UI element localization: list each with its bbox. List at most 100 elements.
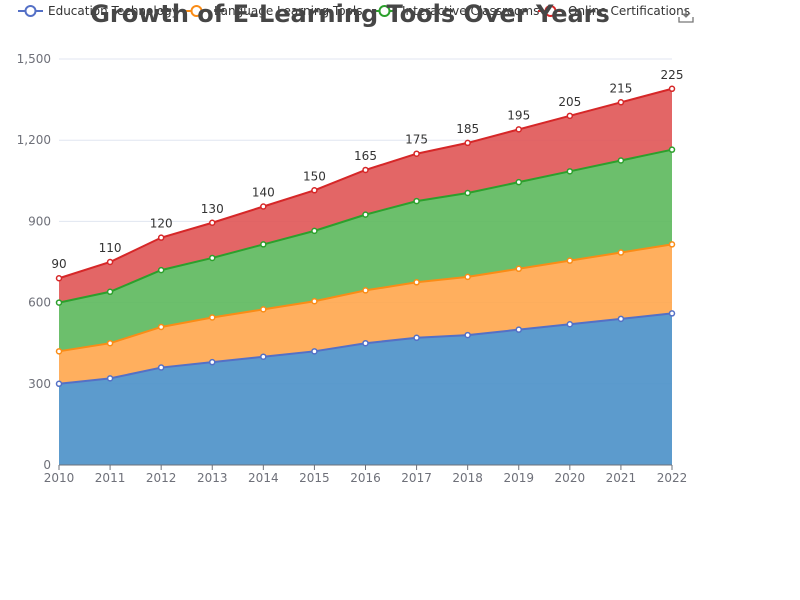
- data-point-interactive-classrooms[interactable]: [311, 227, 318, 235]
- data-point-interactive-classrooms[interactable]: [106, 288, 114, 296]
- legend-item-online-certifications[interactable]: Online Certifications: [538, 4, 690, 18]
- data-point-education-technology[interactable]: [55, 380, 63, 388]
- x-tick-label: 2015: [299, 471, 330, 485]
- data-point-interactive-classrooms[interactable]: [55, 299, 63, 306]
- legend-item-interactive-classrooms[interactable]: Interactive Classrooms: [372, 4, 539, 18]
- data-point-interactive-classrooms[interactable]: [157, 266, 165, 274]
- x-tick-label: 2022: [657, 471, 688, 485]
- y-tick-label: 1,200: [17, 133, 51, 147]
- data-point-education-technology[interactable]: [106, 375, 114, 382]
- data-label: 215: [609, 81, 632, 95]
- data-point-language-learning-tools[interactable]: [515, 265, 522, 273]
- data-point-education-technology[interactable]: [413, 334, 420, 342]
- area-education-technology: [59, 313, 672, 465]
- area-series: [59, 88, 672, 465]
- data-point-language-learning-tools[interactable]: [157, 323, 165, 331]
- data-label: 205: [558, 95, 581, 109]
- y-tick-label: 600: [28, 296, 51, 310]
- area-language-learning-tools: [59, 244, 672, 384]
- data-labels: 90 110 120 130 140 150 165 175 185 195 205 215 225: [51, 68, 683, 271]
- y-tick-label: 300: [28, 377, 51, 391]
- legend-circle-icon: [544, 5, 557, 17]
- data-point-language-learning-tools[interactable]: [209, 314, 216, 321]
- data-point-online-certifications[interactable]: [311, 187, 318, 194]
- x-tick-label: 2010: [44, 471, 75, 485]
- data-point-online-certifications[interactable]: [157, 234, 165, 241]
- data-point-online-certifications[interactable]: [617, 99, 625, 106]
- data-point-online-certifications[interactable]: [209, 219, 216, 227]
- legend-circle-icon: [378, 5, 391, 17]
- area-online-certifications: [59, 88, 672, 303]
- x-tick-label: 2014: [248, 471, 279, 485]
- data-point-language-learning-tools[interactable]: [566, 257, 574, 264]
- data-label: 225: [661, 68, 684, 82]
- y-tick-label: 1,500: [17, 52, 51, 66]
- data-label: 130: [201, 202, 224, 216]
- data-point-education-technology[interactable]: [515, 326, 522, 333]
- data-label: 120: [150, 217, 173, 231]
- data-point-language-learning-tools[interactable]: [464, 273, 471, 281]
- data-point-education-technology[interactable]: [260, 353, 267, 360]
- data-point-interactive-classrooms[interactable]: [617, 157, 625, 164]
- legend-item-education-technology[interactable]: Education Technology: [18, 4, 179, 18]
- data-point-online-certifications[interactable]: [106, 258, 114, 266]
- legend-circle-icon: [190, 5, 203, 17]
- data-point-education-technology[interactable]: [157, 364, 165, 371]
- data-point-language-learning-tools[interactable]: [413, 279, 420, 286]
- data-point-interactive-classrooms[interactable]: [209, 254, 216, 262]
- download-icon[interactable]: [678, 8, 694, 23]
- data-point-interactive-classrooms[interactable]: [515, 178, 522, 186]
- data-point-education-technology[interactable]: [209, 358, 216, 366]
- data-label: 140: [252, 186, 275, 200]
- legend[interactable]: Education Technology Language Learning To…: [18, 4, 690, 18]
- data-point-online-certifications[interactable]: [362, 166, 369, 174]
- data-label: 195: [507, 108, 530, 122]
- data-point-education-technology[interactable]: [464, 331, 471, 339]
- data-point-education-technology[interactable]: [617, 315, 625, 323]
- data-point-language-learning-tools[interactable]: [617, 249, 625, 256]
- data-point-education-technology[interactable]: [311, 348, 318, 355]
- data-point-interactive-classrooms[interactable]: [464, 189, 471, 197]
- legend-label: Education Technology: [48, 4, 179, 18]
- data-point-online-certifications[interactable]: [413, 150, 420, 157]
- data-point-interactive-classrooms[interactable]: [566, 168, 574, 175]
- legend-circle-icon: [24, 5, 37, 17]
- data-label: 185: [456, 122, 479, 136]
- data-label: 165: [354, 149, 377, 163]
- data-point-interactive-classrooms[interactable]: [260, 241, 267, 248]
- legend-label: Language Learning Tools: [214, 4, 363, 18]
- area-interactive-classrooms: [59, 149, 672, 352]
- x-tick-label: 2017: [401, 471, 432, 485]
- data-label: 175: [405, 133, 428, 147]
- x-tick-label: 2018: [452, 471, 483, 485]
- data-point-online-certifications[interactable]: [566, 112, 574, 120]
- data-point-interactive-classrooms[interactable]: [362, 211, 369, 218]
- data-point-interactive-classrooms[interactable]: [413, 197, 420, 205]
- x-tick-label: 2016: [350, 471, 381, 485]
- data-point-online-certifications[interactable]: [260, 203, 267, 210]
- data-point-online-certifications[interactable]: [668, 85, 676, 93]
- data-point-language-learning-tools[interactable]: [668, 241, 676, 248]
- series-points: [55, 85, 676, 388]
- data-point-language-learning-tools[interactable]: [362, 287, 369, 294]
- legend-item-language-learning-tools[interactable]: Language Learning Tools: [184, 4, 363, 18]
- y-tick-label: 900: [28, 214, 51, 228]
- data-point-online-certifications[interactable]: [55, 274, 63, 282]
- data-point-language-learning-tools[interactable]: [311, 297, 318, 305]
- data-label: 90: [51, 257, 66, 271]
- chart-title: Growth of E-Learning Tools Over Years: [90, 0, 610, 28]
- data-point-education-technology[interactable]: [566, 321, 574, 328]
- data-point-language-learning-tools[interactable]: [260, 306, 267, 313]
- data-point-online-certifications[interactable]: [464, 139, 471, 147]
- data-point-language-learning-tools[interactable]: [55, 348, 63, 355]
- x-tick-label: 2012: [146, 471, 177, 485]
- data-point-interactive-classrooms[interactable]: [668, 146, 676, 153]
- axes: 0 300 600 900 1,200 1,500 2010 2011 2012 2013 2014…: [17, 52, 688, 485]
- x-tick-label: 2021: [606, 471, 637, 485]
- data-point-education-technology[interactable]: [362, 339, 369, 347]
- data-point-education-technology[interactable]: [668, 310, 676, 317]
- data-point-online-certifications[interactable]: [515, 126, 522, 133]
- data-point-language-learning-tools[interactable]: [106, 339, 114, 347]
